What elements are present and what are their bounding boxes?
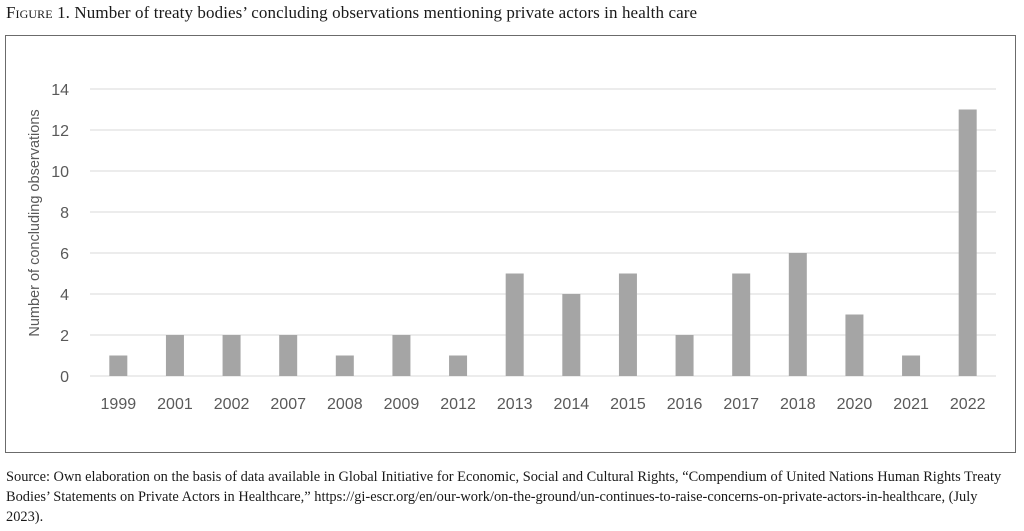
y-tick-label: 0 <box>60 369 69 386</box>
x-tick-label: 2017 <box>723 396 759 413</box>
bars <box>109 109 977 376</box>
y-tick-label: 4 <box>60 287 69 304</box>
bar-2020 <box>845 314 864 376</box>
bar-2012 <box>449 355 468 376</box>
figure-title-text: Number of treaty bodies’ concluding obse… <box>74 3 698 22</box>
bar-2002 <box>222 335 241 376</box>
bar-2017 <box>732 273 751 376</box>
y-tick-label: 10 <box>51 164 69 181</box>
x-tick-label: 2001 <box>157 396 193 413</box>
x-tick-label: 2002 <box>214 396 250 413</box>
x-tick-label: 2021 <box>893 396 929 413</box>
bar-2009 <box>392 335 411 376</box>
x-tick-label: 2008 <box>327 396 363 413</box>
gridlines <box>90 88 996 377</box>
bar-2014 <box>562 294 581 376</box>
bar-1999 <box>109 355 128 376</box>
y-tick-label: 14 <box>51 82 69 99</box>
figure-label: Figure 1. <box>6 3 71 22</box>
chart-frame: 0 2 4 6 8 10 12 14 1999 2001 2002 2007 2008 2009 2012… <box>5 35 1016 453</box>
y-tick-label: 6 <box>60 246 69 263</box>
x-tick-label: 2020 <box>837 396 873 413</box>
y-tick-label: 2 <box>60 328 69 345</box>
x-tick-label: 2016 <box>667 396 703 413</box>
y-tick-label: 12 <box>51 123 69 140</box>
x-tick-label: 2012 <box>440 396 476 413</box>
bar-2022 <box>958 109 977 376</box>
x-tick-label: 1999 <box>101 396 137 413</box>
x-tick-label: 2018 <box>780 396 816 413</box>
bar-chart: 0 2 4 6 8 10 12 14 1999 2001 2002 2007 2008 2009 2012… <box>27 82 996 413</box>
y-axis-ticks: 0 2 4 6 8 10 12 14 <box>51 82 69 386</box>
bar-2018 <box>788 253 807 376</box>
y-tick-label: 8 <box>60 205 69 222</box>
source-note: Source: Own elaboration on the basis of … <box>6 469 1002 525</box>
bar-2016 <box>675 335 694 376</box>
x-tick-label: 2015 <box>610 396 646 413</box>
bar-2008 <box>335 355 354 376</box>
bar-2001 <box>165 335 184 376</box>
x-axis-ticks: 1999 2001 2002 2007 2008 2009 2012 2013 2014 2015… <box>101 396 986 413</box>
x-tick-label: 2007 <box>270 396 306 413</box>
bar-2015 <box>618 273 637 376</box>
bar-2013 <box>505 273 524 376</box>
bar-2007 <box>279 335 298 376</box>
x-tick-label: 2022 <box>950 396 986 413</box>
bar-2021 <box>902 355 921 376</box>
figure-title: Figure 1. Number of treaty bodies’ concl… <box>6 3 697 23</box>
x-tick-label: 2013 <box>497 396 533 413</box>
x-tick-label: 2009 <box>384 396 420 413</box>
y-axis-label: Number of concluding observations <box>27 109 43 336</box>
x-tick-label: 2014 <box>554 396 590 413</box>
